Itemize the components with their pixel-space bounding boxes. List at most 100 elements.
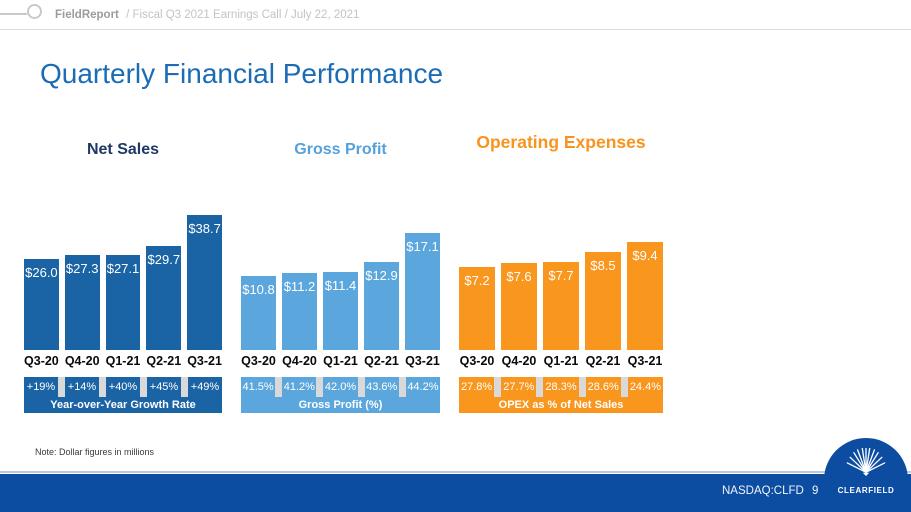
operating-expenses-categories: Q3-20 Q4-20 Q1-21 Q2-21 Q3-21 xyxy=(459,354,663,368)
pct-separator xyxy=(99,377,106,397)
pct-cell: 43.6% xyxy=(364,377,399,397)
operating-expenses-chart-title: Operating Expenses xyxy=(476,132,646,152)
pct-cell: 28.6% xyxy=(585,377,621,397)
opex-pct-row: 27.8% 27.7% 28.3% 28.6% 24.4% xyxy=(459,377,664,397)
footer-bar: NASDAQ:CLFD 9 xyxy=(0,474,911,512)
category-label: Q3-21 xyxy=(405,354,440,368)
pct-cell: 24.4% xyxy=(627,377,664,397)
bar-Q3-21: $17.1 xyxy=(405,233,440,350)
operating-expenses-bars: $7.2 $7.6 $7.7 $8.5 $9.4 xyxy=(459,200,663,350)
category-label: Q3-20 xyxy=(241,354,276,368)
gross-profit-bars: $10.8 $11.2 $11.4 $12.9 $17.1 xyxy=(241,200,440,350)
bar-value-label: $7.2 xyxy=(464,273,490,289)
clearfield-logo-text: CLEARFIELD xyxy=(837,486,895,495)
pct-separator xyxy=(536,377,544,397)
gross-profit-band-label: Gross Profit (%) xyxy=(241,397,440,413)
category-label: Q1-21 xyxy=(105,354,141,368)
bar-value-label: $8.5 xyxy=(590,258,616,274)
pct-separator xyxy=(140,377,147,397)
category-label: Q1-21 xyxy=(323,354,358,368)
gross-profit-chart-title: Gross Profit xyxy=(294,141,387,158)
pct-separator xyxy=(58,377,65,397)
gross-profit-chart: Gross Profit $10.8 $11.2 $11.4 $12.9 $17.1 Q… xyxy=(241,136,441,420)
opex-pct-band: 27.8% 27.7% 28.3% 28.6% 24.4% OPEX as % of N… xyxy=(459,377,664,413)
category-label: Q3-21 xyxy=(187,354,222,368)
pct-cell: 41.2% xyxy=(282,377,317,397)
bar-value-label: $29.7 xyxy=(147,252,181,268)
net-sales-categories: Q3-20 Q4-20 Q1-21 Q2-21 Q3-21 xyxy=(24,354,222,368)
net-sales-bars: $26.0 $27.3 $27.1 $29.7 $38.7 xyxy=(24,200,222,350)
ticker-text: NASDAQ:CLFD xyxy=(722,485,804,497)
bar-Q3-21: $9.4 xyxy=(627,242,663,350)
bar-value-label: $27.3 xyxy=(65,260,99,276)
net-sales-chart: Net Sales $26.0 $27.3 $27.1 $29.7 $38.7 Q3-2… xyxy=(24,136,222,420)
category-label: Q2-21 xyxy=(585,354,621,368)
bar-Q3-20: $10.8 xyxy=(241,276,276,350)
bar-value-label: $17.1 xyxy=(406,239,439,254)
pct-cell: +45% xyxy=(147,377,181,397)
category-label: Q3-20 xyxy=(24,354,59,368)
category-label: Q2-21 xyxy=(146,354,182,368)
bar-value-label: $26.0 xyxy=(25,265,58,281)
gross-profit-pct-band: 41.5% 41.2% 42.0% 43.6% 44.2% Gross Profit (… xyxy=(241,377,441,413)
category-label: Q1-21 xyxy=(543,354,579,368)
net-sales-chart-title: Net Sales xyxy=(86,141,160,158)
bar-Q2-21: $8.5 xyxy=(585,252,621,350)
bar-Q1-21: $11.4 xyxy=(323,272,358,350)
pct-cell: 28.3% xyxy=(543,377,579,397)
pct-separator xyxy=(620,377,628,397)
bar-value-label: $7.7 xyxy=(548,267,574,283)
footer-hairline xyxy=(0,471,911,473)
growth-band-label: Year-over-Year Growth Rate xyxy=(24,397,222,413)
pct-cell: 44.2% xyxy=(405,377,441,397)
pct-cell: 42.0% xyxy=(323,377,358,397)
category-label: Q4-20 xyxy=(64,354,100,368)
operating-expenses-chart: Operating Expenses $7.2 $7.6 $7.7 $8.5 $9.4 … xyxy=(459,132,664,420)
bar-Q4-20: $27.3 xyxy=(64,254,100,350)
pct-cell: 27.7% xyxy=(501,377,537,397)
bar-value-label: $12.9 xyxy=(365,267,398,283)
category-label: Q4-20 xyxy=(501,354,537,368)
pct-cell: +49% xyxy=(188,377,222,397)
opex-band-label: OPEX as % of Net Sales xyxy=(459,397,663,413)
growth-rate-row: +19% +14% +40% +45% +49% xyxy=(24,377,222,397)
bar-value-label: $11.4 xyxy=(324,278,357,293)
header-text: FieldReport / Fiscal Q3 2021 Earnings Ca… xyxy=(55,0,359,30)
bar-value-label: $38.7 xyxy=(188,220,221,236)
shell-icon xyxy=(846,448,886,476)
net-sales-growth-band: +19% +14% +40% +45% +49% Year-over-Year Grow… xyxy=(24,377,222,413)
pct-separator xyxy=(578,377,586,397)
brand-name: FieldReport xyxy=(55,9,119,21)
bar-value-label: $9.4 xyxy=(632,248,658,263)
pct-separator xyxy=(494,377,502,397)
gross-profit-pct-row: 41.5% 41.2% 42.0% 43.6% 44.2% xyxy=(241,377,441,397)
slide-header: FieldReport / Fiscal Q3 2021 Earnings Ca… xyxy=(0,0,911,30)
pct-cell: 41.5% xyxy=(241,377,276,397)
bar-Q4-20: $11.2 xyxy=(282,273,317,350)
bar-value-label: $7.6 xyxy=(506,268,532,284)
pct-cell: +14% xyxy=(65,377,99,397)
bar-value-label: $11.2 xyxy=(283,279,316,295)
bar-Q3-21: $38.7 xyxy=(187,214,222,350)
pct-separator xyxy=(275,377,283,397)
bar-Q3-20: $26.0 xyxy=(24,259,59,350)
header-subtitle: / Fiscal Q3 2021 Earnings Call / July 22… xyxy=(126,9,360,21)
pct-cell: +19% xyxy=(24,377,58,397)
category-label: Q2-21 xyxy=(364,354,399,368)
category-label: Q3-20 xyxy=(459,354,495,368)
pct-cell: +40% xyxy=(106,377,140,397)
bar-Q1-21: $7.7 xyxy=(543,261,579,350)
category-label: Q3-21 xyxy=(627,354,663,368)
pct-cell: 27.8% xyxy=(459,377,495,397)
timeline-marker-icon xyxy=(27,4,42,19)
pct-separator xyxy=(398,377,406,397)
bar-Q2-21: $29.7 xyxy=(146,246,182,350)
pct-separator xyxy=(357,377,365,397)
bar-Q2-21: $12.9 xyxy=(364,261,399,350)
note-text: Note: Dollar figures in millions xyxy=(35,447,155,457)
pct-separator xyxy=(316,377,324,397)
category-label: Q4-20 xyxy=(282,354,317,368)
pct-separator xyxy=(181,377,188,397)
bar-Q4-20: $7.6 xyxy=(501,262,537,350)
